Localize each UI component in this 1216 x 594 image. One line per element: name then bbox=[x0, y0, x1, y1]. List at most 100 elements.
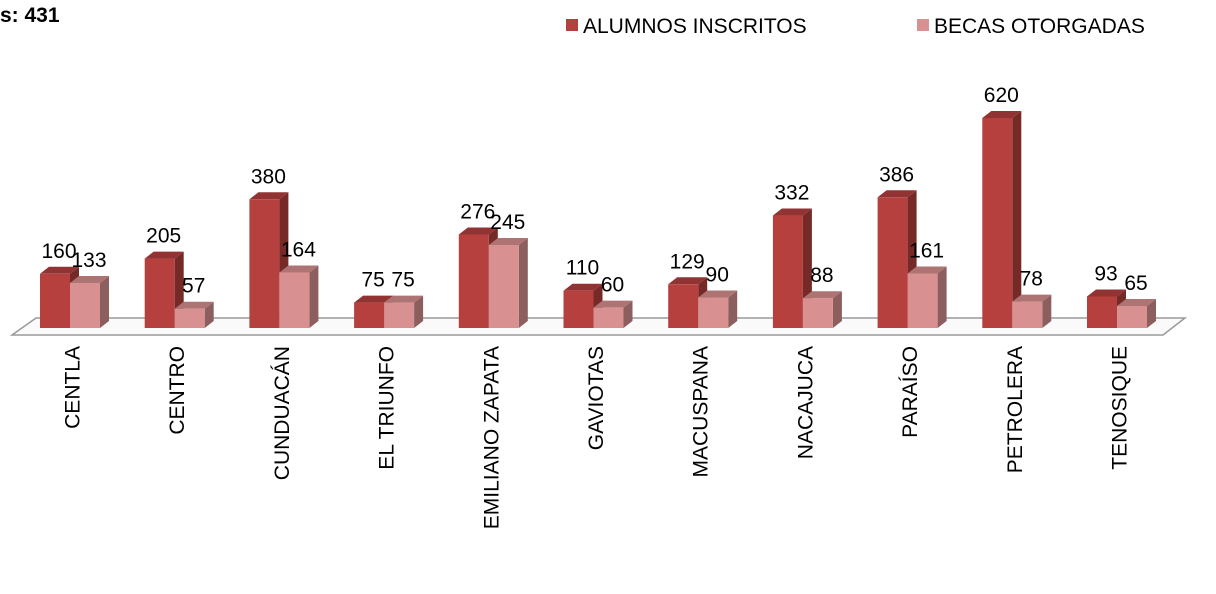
bar bbox=[982, 111, 1022, 328]
bar-top bbox=[70, 275, 109, 283]
value-label: 245 bbox=[490, 211, 525, 234]
bar bbox=[907, 266, 947, 328]
bar-front bbox=[458, 234, 489, 328]
bar-front bbox=[668, 284, 699, 328]
value-label: 78 bbox=[1020, 268, 1043, 291]
bar-top bbox=[907, 266, 947, 274]
bar-front bbox=[279, 272, 310, 328]
bar-top bbox=[593, 300, 633, 308]
bar-front bbox=[354, 302, 385, 328]
bar-front bbox=[802, 298, 833, 328]
value-label: 88 bbox=[810, 264, 833, 287]
value-label: 620 bbox=[984, 84, 1019, 107]
bar bbox=[593, 300, 633, 328]
x-tick-label: PARAÍSO bbox=[899, 346, 922, 438]
value-label: 57 bbox=[182, 275, 205, 298]
bar-top bbox=[802, 291, 842, 299]
bar-top bbox=[772, 208, 812, 216]
x-tick-label: EL TRIUNFO bbox=[376, 346, 399, 470]
bar bbox=[279, 265, 319, 328]
bar-front bbox=[772, 215, 803, 328]
bar-side bbox=[937, 266, 947, 328]
bar-side bbox=[309, 265, 319, 328]
value-label: 380 bbox=[251, 165, 286, 188]
bar-front bbox=[563, 290, 594, 328]
bar-front bbox=[1012, 301, 1043, 328]
bar-top bbox=[982, 111, 1022, 118]
bar-top bbox=[1117, 298, 1156, 306]
bar-front bbox=[174, 308, 205, 328]
bar-side bbox=[204, 301, 214, 328]
bar-front bbox=[384, 302, 415, 328]
value-label: 93 bbox=[1094, 263, 1117, 286]
x-tick-label: TENOSIQUE bbox=[1109, 346, 1132, 470]
x-tick-label: EMILIANO ZAPATA bbox=[480, 346, 503, 529]
bar bbox=[1117, 298, 1156, 328]
bar bbox=[488, 238, 528, 328]
bar bbox=[384, 295, 424, 328]
bar-top bbox=[1087, 289, 1126, 297]
bar-top bbox=[877, 190, 917, 198]
value-label: 386 bbox=[879, 163, 914, 186]
x-tick-label: CENTLA bbox=[62, 346, 85, 429]
bar bbox=[877, 190, 917, 328]
value-label: 332 bbox=[774, 182, 809, 205]
bar-front bbox=[698, 297, 729, 328]
bar-top bbox=[458, 227, 498, 235]
bar-front bbox=[40, 273, 70, 328]
legend-swatch bbox=[566, 19, 578, 31]
value-label: 276 bbox=[460, 201, 495, 224]
bar-top bbox=[668, 277, 708, 285]
bar-side bbox=[414, 295, 424, 328]
bar bbox=[174, 301, 214, 328]
bar-top bbox=[40, 266, 79, 274]
value-label: 75 bbox=[361, 269, 384, 292]
x-tick-label: MACUSPANA bbox=[690, 346, 713, 477]
bar-top bbox=[249, 192, 289, 200]
x-tick-label: PETROLERA bbox=[1004, 346, 1027, 473]
bar-side bbox=[623, 300, 633, 328]
bar-front bbox=[907, 273, 938, 328]
value-label: 90 bbox=[706, 264, 729, 287]
bar bbox=[802, 291, 842, 328]
bar-side bbox=[832, 291, 842, 328]
bar-top bbox=[354, 295, 394, 303]
bar-front bbox=[488, 245, 519, 328]
bar-front bbox=[877, 197, 908, 328]
bar-top bbox=[488, 238, 528, 246]
bar bbox=[1012, 294, 1052, 328]
bar-side bbox=[728, 290, 738, 328]
value-label: 160 bbox=[41, 240, 76, 263]
bar-side bbox=[100, 275, 109, 328]
bar-side bbox=[1042, 294, 1052, 328]
value-label: 161 bbox=[909, 239, 944, 262]
value-label: 110 bbox=[566, 257, 599, 280]
bar-front bbox=[70, 282, 100, 328]
x-tick-label: GAVIOTAS bbox=[585, 346, 608, 450]
bar-top bbox=[1012, 294, 1052, 302]
x-tick-label: CENTRO bbox=[166, 346, 189, 435]
bar-top bbox=[279, 265, 319, 273]
bar-front bbox=[1117, 305, 1147, 328]
bar-front bbox=[144, 258, 175, 328]
value-label: 129 bbox=[670, 250, 705, 273]
value-label: 65 bbox=[1124, 272, 1147, 295]
bar-front bbox=[593, 307, 624, 328]
bar-side bbox=[1012, 111, 1022, 328]
x-tick-label: CUNDUACÁN bbox=[271, 346, 294, 480]
value-label: 75 bbox=[391, 269, 414, 292]
bar-side bbox=[1147, 298, 1156, 328]
bar-front bbox=[982, 118, 1013, 328]
value-label: 60 bbox=[601, 274, 624, 297]
bar bbox=[698, 290, 738, 328]
bar bbox=[70, 275, 109, 328]
bar-front bbox=[1087, 296, 1117, 328]
value-label: 133 bbox=[71, 249, 106, 272]
value-label: 164 bbox=[281, 238, 316, 261]
legend-swatch bbox=[917, 19, 929, 31]
bar-top bbox=[174, 301, 214, 309]
bar-top bbox=[563, 283, 603, 291]
legend-label: ALUMNOS INSCRITOS bbox=[583, 15, 807, 38]
bar-top bbox=[698, 290, 738, 298]
